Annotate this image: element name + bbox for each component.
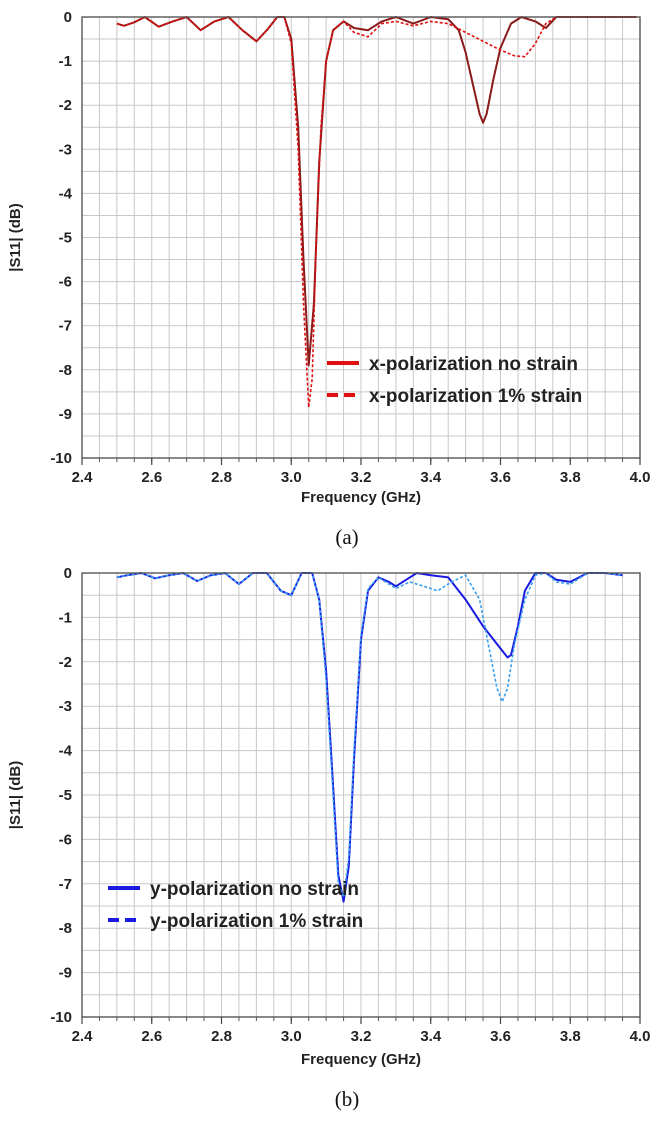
y-tick-label: -8 xyxy=(59,920,72,937)
x-tick-label: 3.0 xyxy=(281,469,302,486)
x-tick-label: 2.4 xyxy=(72,469,94,486)
y-tick-label: -1 xyxy=(59,53,72,70)
y-tick-label: -8 xyxy=(59,362,72,379)
x-tick-label: 3.6 xyxy=(490,469,511,486)
x-tick-label: 3.8 xyxy=(560,1028,581,1045)
x-tick-label: 2.6 xyxy=(141,469,162,486)
legend-label-2: y-polarization 1% strain xyxy=(150,911,363,932)
y-tick-label: -10 xyxy=(50,450,72,467)
y-tick-label: -7 xyxy=(59,876,72,893)
y-tick-label: -2 xyxy=(59,97,72,114)
x-tick-label: 3.0 xyxy=(281,1028,302,1045)
y-axis-title: |S11| (dB) xyxy=(7,761,24,829)
x-tick-label: 3.4 xyxy=(420,1028,442,1045)
x-tick-label: 3.2 xyxy=(351,1028,372,1045)
panel-caption: (b) xyxy=(335,1087,360,1111)
legend-label-1: x-polarization no strain xyxy=(369,354,578,375)
y-tick-label: -6 xyxy=(59,274,72,291)
y-axis-title: |S11| (dB) xyxy=(7,203,24,271)
x-tick-label: 2.8 xyxy=(211,1028,232,1045)
x-axis-title: Frequency (GHz) xyxy=(301,489,421,506)
x-tick-label: 3.2 xyxy=(351,469,372,486)
grid xyxy=(82,573,640,1017)
y-tick-label: -5 xyxy=(59,787,72,804)
series-line-2 xyxy=(116,16,637,409)
chart-panel-b: 2.4 2.6 2.8 3.0 3.2 3.4 3.6 3.8 4.0 0 -1 -2 -3 -4 -5 -6… xyxy=(7,565,650,1111)
y-tick-label: -3 xyxy=(59,141,72,158)
x-tick-label: 4.0 xyxy=(630,469,651,486)
chart-panel-a: 2.4 2.6 2.8 3.0 3.2 3.4 3.6 3.8 4.0 0 -1 -2 -3 -4 -5 -6… xyxy=(7,9,650,549)
y-tick-label: -2 xyxy=(59,654,72,671)
y-tick-label: 0 xyxy=(64,565,72,582)
x-axis-title: Frequency (GHz) xyxy=(301,1051,421,1068)
series-line-2 xyxy=(116,572,623,898)
y-tick-label: -4 xyxy=(59,185,73,202)
x-tick-label: 4.0 xyxy=(630,1028,651,1045)
legend-label-2: x-polarization 1% strain xyxy=(369,386,582,407)
y-tick-label: 0 xyxy=(64,9,72,26)
x-tick-label: 3.8 xyxy=(560,469,581,486)
x-tick-label: 2.4 xyxy=(72,1028,94,1045)
x-tick-label: 2.6 xyxy=(141,1028,162,1045)
y-tick-label: -9 xyxy=(59,965,72,982)
legend-label-1: y-polarization no strain xyxy=(150,879,359,900)
x-tick-label: 2.8 xyxy=(211,469,232,486)
y-tick-label: -10 xyxy=(50,1009,72,1026)
y-tick-label: -9 xyxy=(59,406,72,423)
y-tick-label: -3 xyxy=(59,698,72,715)
panel-caption: (a) xyxy=(335,525,358,549)
x-tick-label: 3.4 xyxy=(420,469,442,486)
y-tick-label: -5 xyxy=(59,230,72,247)
y-tick-label: -4 xyxy=(59,743,73,760)
legend: x-polarization no strain x-polarization 1… xyxy=(327,354,582,407)
legend: y-polarization no strain y-polarization 1… xyxy=(108,879,363,932)
y-tick-label: -6 xyxy=(59,831,72,848)
y-tick-label: -1 xyxy=(59,609,72,626)
y-tick-label: -7 xyxy=(59,318,72,335)
x-tick-label: 3.6 xyxy=(490,1028,511,1045)
grid xyxy=(82,17,640,458)
